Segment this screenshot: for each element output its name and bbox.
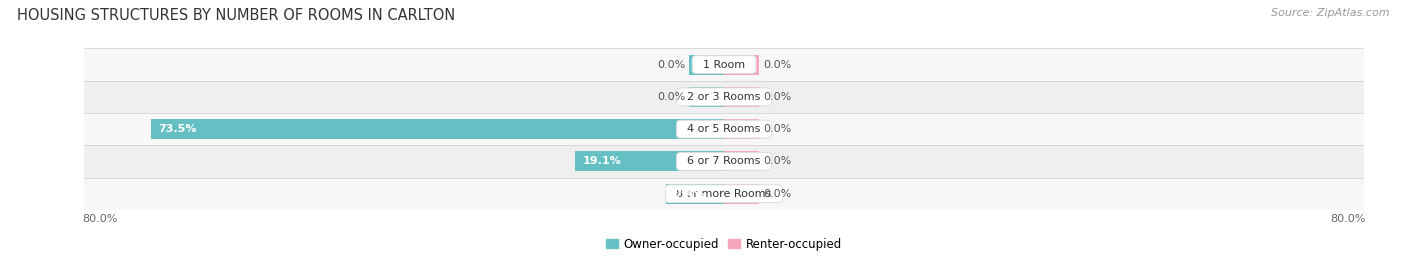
Text: 8 or more Rooms: 8 or more Rooms [669, 189, 779, 199]
Text: HOUSING STRUCTURES BY NUMBER OF ROOMS IN CARLTON: HOUSING STRUCTURES BY NUMBER OF ROOMS IN… [17, 8, 456, 23]
Legend: Owner-occupied, Renter-occupied: Owner-occupied, Renter-occupied [600, 233, 848, 256]
Bar [575, 151, 724, 171]
Text: Source: ZipAtlas.com: Source: ZipAtlas.com [1271, 8, 1389, 18]
Text: 0.0%: 0.0% [763, 59, 792, 70]
Text: 7.4%: 7.4% [673, 189, 706, 199]
Bar [689, 55, 724, 75]
Bar [666, 184, 724, 204]
Bar [724, 184, 759, 204]
Text: 6 or 7 Rooms: 6 or 7 Rooms [681, 156, 768, 167]
Bar [724, 119, 759, 139]
Bar [150, 119, 724, 139]
Bar [84, 145, 1364, 178]
Bar [84, 81, 1364, 113]
Text: 0.0%: 0.0% [657, 59, 685, 70]
Bar [724, 151, 759, 171]
Text: 0.0%: 0.0% [763, 92, 792, 102]
Bar [84, 113, 1364, 145]
Text: 2 or 3 Rooms: 2 or 3 Rooms [681, 92, 768, 102]
Text: 0.0%: 0.0% [657, 92, 685, 102]
Bar [724, 55, 759, 75]
Bar [689, 87, 724, 107]
Text: 4 or 5 Rooms: 4 or 5 Rooms [681, 124, 768, 134]
Text: 1 Room: 1 Room [696, 59, 752, 70]
Text: 0.0%: 0.0% [763, 156, 792, 167]
Text: 19.1%: 19.1% [583, 156, 621, 167]
Bar [84, 48, 1364, 81]
Text: 73.5%: 73.5% [159, 124, 197, 134]
Text: 0.0%: 0.0% [763, 124, 792, 134]
Bar [84, 178, 1364, 210]
Text: 0.0%: 0.0% [763, 189, 792, 199]
Bar [724, 87, 759, 107]
